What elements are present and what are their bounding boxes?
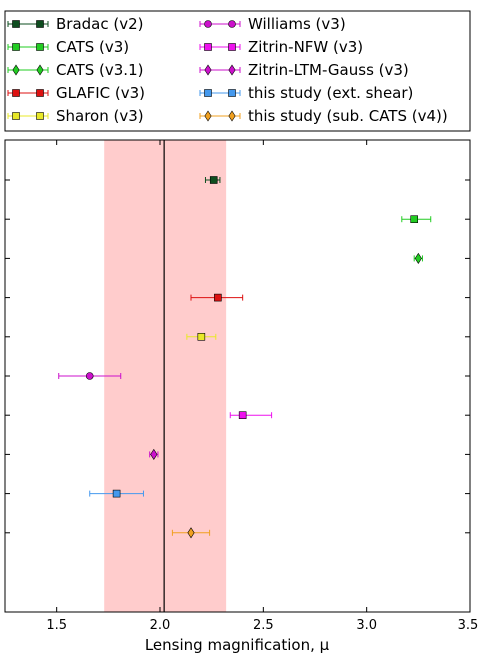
- legend-marker: [228, 110, 236, 122]
- data-point-4: [190, 293, 244, 302]
- legend-item-1: Bradac (v2): [7, 15, 144, 33]
- legend-marker: [36, 112, 44, 120]
- legend-label: Williams (v3): [248, 15, 346, 33]
- legend-marker: [204, 20, 212, 28]
- data-marker: [414, 252, 422, 264]
- legend-marker: [12, 64, 20, 76]
- data-point-7: [229, 411, 273, 420]
- data-marker: [85, 372, 94, 380]
- legend: Bradac (v2) CATS (v3) CATS (v3.1) GLAFIC (v…: [7, 15, 448, 125]
- legend-item-10: this study (sub. CATS (v4)): [199, 107, 448, 125]
- legend-marker: [204, 43, 212, 51]
- legend-marker: [12, 112, 20, 120]
- legend-item-4: GLAFIC (v3): [7, 84, 145, 102]
- data-point-3: [413, 252, 423, 264]
- legend-marker: [36, 43, 44, 51]
- data-point-1: [204, 176, 221, 184]
- data-point-10: [171, 527, 211, 539]
- reference-band: [104, 140, 227, 612]
- legend-label: Bradac (v2): [56, 15, 144, 33]
- legend-marker: [204, 110, 212, 122]
- legend-marker: [12, 89, 20, 97]
- data-marker: [112, 489, 121, 498]
- data-marker: [238, 411, 247, 420]
- legend-marker: [36, 20, 44, 28]
- data-point-9: [89, 489, 144, 498]
- legend-marker: [228, 43, 236, 51]
- data-point-8: [149, 448, 159, 460]
- plot-frame: [4, 139, 471, 613]
- legend-item-7: Zitrin-NFW (v3): [199, 38, 363, 56]
- data-point-2: [401, 215, 432, 223]
- legend-label: this study (sub. CATS (v4)): [248, 107, 448, 125]
- legend-marker: [228, 20, 236, 28]
- x-axis-label: Lensing magnification, μ: [145, 636, 330, 654]
- x-tick-label: 1.5: [46, 618, 67, 633]
- legend-label: CATS (v3): [56, 38, 129, 56]
- legend-marker: [36, 64, 44, 76]
- data-point-5: [186, 332, 217, 341]
- legend-box: [4, 10, 471, 132]
- plot-area: 1.5 2.0 2.5 3.0 3.5: [4, 139, 478, 633]
- axis-ticks: 1.5 2.0 2.5 3.0 3.5: [5, 140, 478, 633]
- legend-marker: [204, 89, 212, 97]
- legend-marker: [204, 64, 212, 76]
- legend-marker: [12, 20, 20, 28]
- legend-label: Zitrin-LTM-Gauss (v3): [248, 61, 409, 79]
- legend-marker: [228, 64, 236, 76]
- data-marker: [209, 176, 218, 184]
- x-tick-label: 3.5: [458, 618, 479, 633]
- legend-item-9: this study (ext. shear): [199, 84, 413, 102]
- x-tick-label: 2.0: [150, 618, 171, 633]
- legend-label: Sharon (v3): [56, 107, 144, 125]
- legend-label: GLAFIC (v3): [56, 84, 145, 102]
- data-marker: [187, 527, 195, 539]
- data-marker: [410, 215, 419, 223]
- legend-marker: [36, 89, 44, 97]
- x-tick-label: 3.0: [356, 618, 377, 633]
- data-marker: [214, 293, 222, 302]
- data-marker: [197, 332, 206, 341]
- legend-label: Zitrin-NFW (v3): [248, 38, 363, 56]
- legend-marker: [228, 89, 236, 97]
- legend-item-5: Sharon (v3): [7, 107, 144, 125]
- legend-marker: [12, 43, 20, 51]
- legend-item-3: CATS (v3.1): [7, 61, 143, 79]
- data-marker: [150, 448, 158, 460]
- legend-label: this study (ext. shear): [248, 84, 413, 102]
- data-point-6: [58, 372, 122, 380]
- data-marks: [58, 176, 432, 539]
- legend-item-2: CATS (v3): [7, 38, 129, 56]
- legend-item-6: Williams (v3): [199, 15, 346, 33]
- x-tick-label: 2.5: [253, 618, 274, 633]
- legend-item-8: Zitrin-LTM-Gauss (v3): [199, 61, 409, 79]
- legend-label: CATS (v3.1): [56, 61, 143, 79]
